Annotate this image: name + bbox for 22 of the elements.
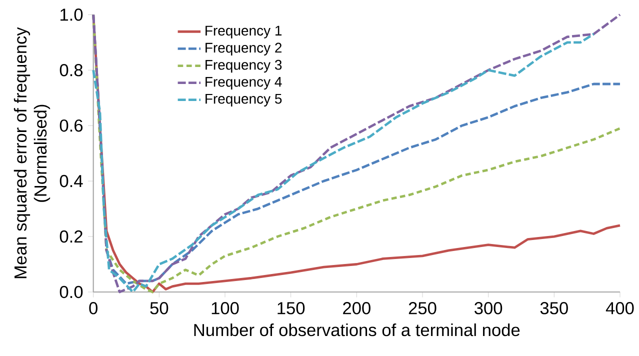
y-tick-label: 0.4: [60, 174, 83, 188]
x-tick-label: 400: [606, 302, 634, 314]
x-tick-label: 50: [150, 302, 168, 314]
x-tick-label: 100: [212, 302, 239, 314]
y-axis-title: Mean squared error of frequency (Normalised): [14, 27, 50, 278]
legend-label: Frequency 3: [206, 60, 282, 73]
x-tick-label: 250: [408, 302, 436, 314]
x-tick-label: 200: [343, 302, 370, 314]
y-tick-label: 0.0: [60, 286, 83, 298]
y-tick-label: 1.0: [60, 8, 83, 21]
x-tick-label: 300: [474, 302, 502, 314]
y-tick-label: 0.6: [60, 119, 83, 132]
y-tick-label: 0.8: [60, 64, 83, 76]
y-tick-label: 0.2: [60, 230, 82, 243]
legend-label: Frequency 4: [206, 77, 282, 90]
x-tick-label: 350: [540, 302, 568, 314]
x-axis-title: Number of observations of a terminal node: [194, 323, 520, 336]
x-tick-label: 0: [89, 302, 98, 314]
legend-label: Frequency 2: [206, 42, 282, 56]
legend-label: Frequency 1: [206, 26, 282, 38]
x-tick-label: 150: [278, 302, 305, 314]
legend-label: Frequency 5: [206, 94, 282, 106]
